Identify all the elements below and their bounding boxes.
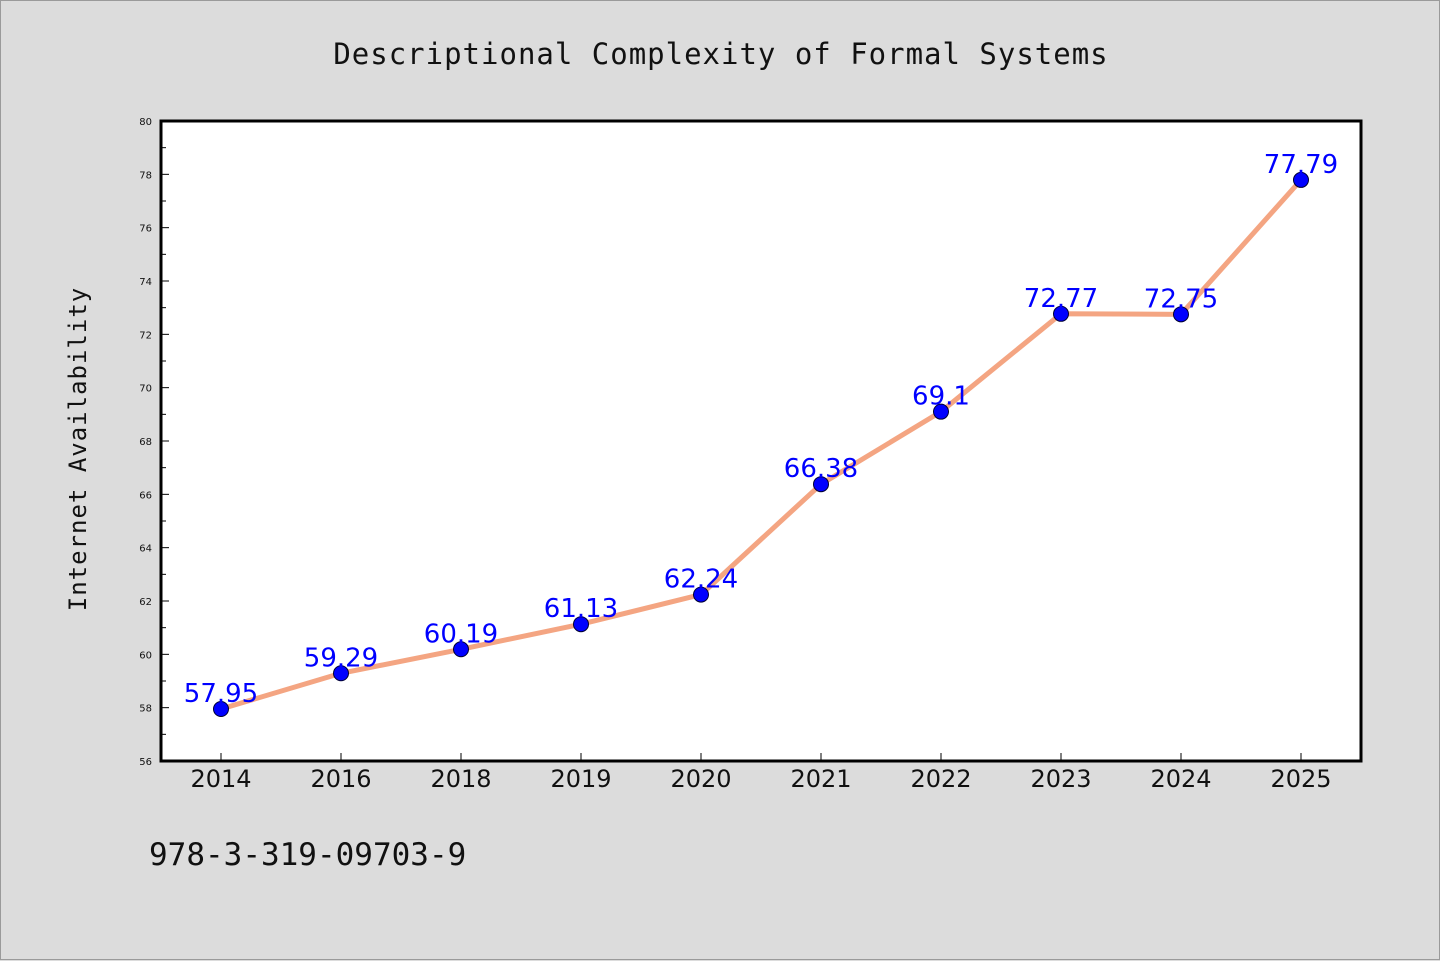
y-tick-label: 64 <box>139 544 152 555</box>
footer-id: 978-3-319-09703-9 <box>149 837 466 873</box>
x-tick-label: 2020 <box>670 765 731 793</box>
y-tick-label: 58 <box>139 704 152 715</box>
data-labels: 57.95 59.29 60.19 61.13 62.24 66.38 69.1 72.77 7… <box>184 150 1338 709</box>
y-tick-label: 56 <box>139 757 152 768</box>
x-tick-label: 2023 <box>1030 765 1091 793</box>
data-label: 66.38 <box>784 454 858 484</box>
data-point <box>1293 171 1309 188</box>
data-point <box>1173 306 1189 323</box>
y-tick-label: 68 <box>139 437 152 448</box>
data-point <box>813 476 829 493</box>
x-tick-label: 2014 <box>190 765 251 793</box>
y-tick-label: 62 <box>139 597 152 608</box>
data-point <box>453 641 469 658</box>
data-label: 60.19 <box>424 619 498 649</box>
data-point <box>693 586 709 603</box>
data-label: 61.13 <box>544 594 618 624</box>
plot-area <box>161 121 1361 761</box>
x-tick-label: 2022 <box>910 765 971 793</box>
data-label: 59.29 <box>304 643 378 673</box>
data-point <box>573 616 589 633</box>
y-axis-label: Internet Availability <box>64 287 92 611</box>
y-tick-label: 80 <box>139 117 152 128</box>
data-label: 72.77 <box>1024 284 1098 314</box>
y-tick-label: 66 <box>139 490 152 501</box>
x-tick-label: 2018 <box>430 765 491 793</box>
y-tick-label: 72 <box>139 330 152 341</box>
x-tick-label: 2024 <box>1150 765 1211 793</box>
data-point <box>933 403 949 420</box>
x-tick-label: 2019 <box>550 765 611 793</box>
data-label: 72.75 <box>1144 284 1218 314</box>
data-label: 57.95 <box>184 679 258 709</box>
data-point <box>1053 305 1069 322</box>
x-axis: 2014 2016 2018 2019 2020 2021 2022 2023 2024 2025 <box>190 753 1332 793</box>
y-tick-label: 76 <box>139 224 152 235</box>
plot-border <box>159 119 1363 763</box>
data-label: 69.1 <box>912 382 970 412</box>
x-tick-label: 2016 <box>310 765 371 793</box>
x-tick-label: 2021 <box>790 765 851 793</box>
series-group <box>213 171 1309 717</box>
y-tick-label: 78 <box>139 170 152 181</box>
series-line <box>218 177 1304 712</box>
data-label: 77.79 <box>1264 150 1338 180</box>
data-label: 62.24 <box>664 565 738 595</box>
data-point <box>333 665 349 682</box>
y-tick-label: 74 <box>139 277 152 288</box>
chart-title: Descriptional Complexity of Formal Syste… <box>333 37 1108 71</box>
data-point <box>213 701 229 717</box>
y-tick-label: 70 <box>139 384 152 395</box>
y-tick-label: 60 <box>139 650 152 661</box>
x-tick-label: 2025 <box>1270 765 1331 793</box>
